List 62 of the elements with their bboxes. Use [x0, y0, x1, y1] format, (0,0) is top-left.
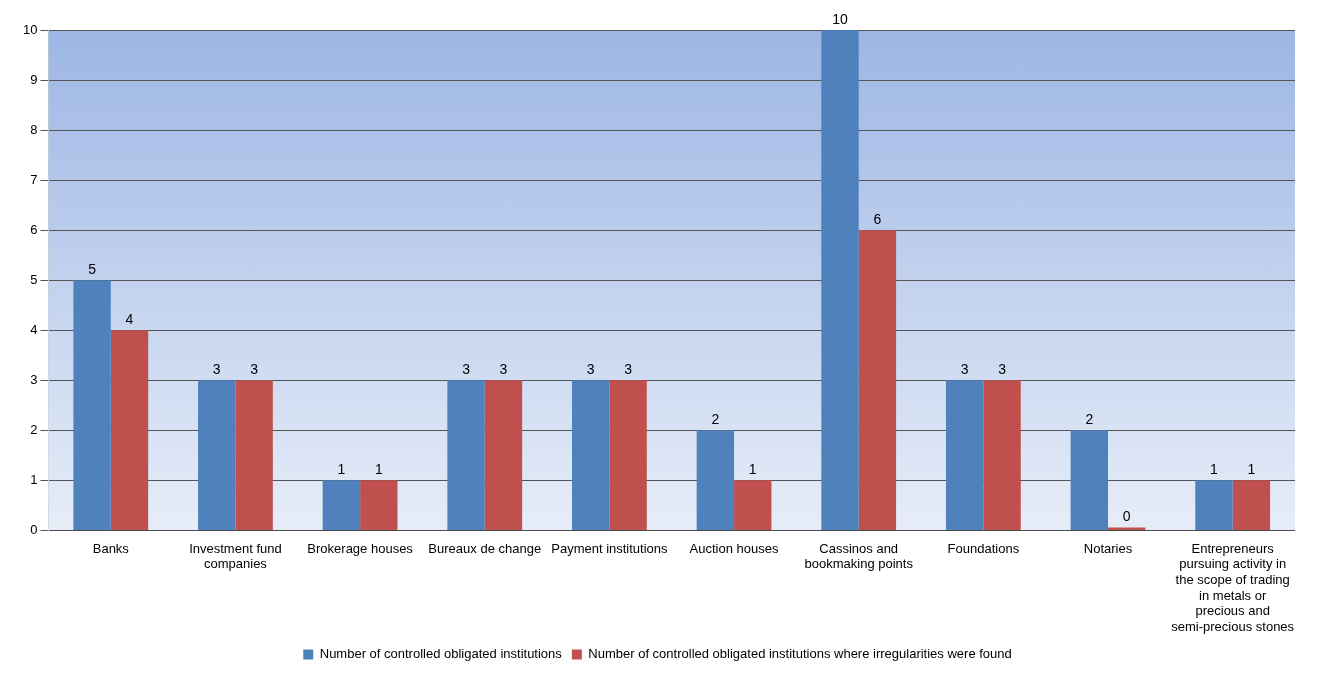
y-tick-label: 0: [30, 521, 38, 537]
bar: [609, 380, 647, 530]
data-label: 6: [873, 211, 882, 228]
data-label: 3: [250, 361, 259, 378]
data-label: 3: [499, 361, 508, 378]
x-tick-label: Auction houses: [689, 540, 779, 556]
y-tick-label: 8: [30, 121, 38, 137]
y-tick-label: 1: [30, 471, 38, 487]
bar: [858, 230, 897, 530]
data-label: 1: [1247, 461, 1256, 478]
x-tick-label: Payment institutions: [551, 540, 669, 556]
x-tick-label: Investment fund companies: [189, 540, 282, 572]
data-label: 1: [1210, 461, 1219, 478]
bar: [983, 380, 1021, 530]
y-tick-label: 5: [30, 271, 38, 287]
bar: [1232, 480, 1271, 530]
data-label: 5: [88, 261, 97, 278]
legend-label: Number of controlled obligated institutions: [319, 646, 563, 662]
y-tick-label: 3: [30, 371, 38, 387]
y-tick-label: 10: [22, 21, 38, 37]
data-label: 3: [624, 361, 633, 378]
data-label: 4: [125, 311, 134, 328]
data-label: 3: [998, 361, 1007, 378]
bar: [572, 380, 610, 530]
bar: [945, 380, 984, 530]
legend-label: Number of controlled obligated institutions where irregularities were found: [588, 646, 1012, 662]
data-label: 3: [960, 361, 969, 378]
data-label: 1: [337, 461, 346, 478]
x-tick-label: Cassinos and bookmaking points: [804, 540, 914, 572]
x-tick-label: Entrepreneurs pursuing activity in the scope of trading in metals or precious and semi-precious stones: [1171, 540, 1295, 634]
bar: [198, 380, 236, 530]
bar: [734, 480, 772, 530]
y-tick-label: 7: [30, 171, 38, 187]
bar: [110, 330, 149, 530]
y-tick-label: 9: [30, 71, 38, 87]
x-tick-label: Banks: [92, 540, 130, 556]
data-label: 10: [832, 10, 849, 27]
data-label: 0: [1122, 508, 1131, 525]
bar: [322, 480, 361, 530]
y-tick-label: 2: [30, 421, 38, 437]
y-tick-label: 4: [30, 321, 38, 337]
x-tick-label: Notaries: [1083, 540, 1133, 556]
bar: [235, 380, 273, 530]
x-tick-label: Bureaux de change: [428, 540, 542, 556]
x-tick-label: Brokerage houses: [307, 540, 414, 556]
bar: [1195, 480, 1233, 530]
data-label: 1: [374, 461, 383, 478]
x-tick-label: Foundations: [947, 540, 1020, 556]
bar: [1070, 430, 1109, 530]
data-label: 2: [1085, 411, 1094, 428]
y-tick-label: 6: [30, 221, 38, 237]
data-label: 3: [586, 361, 595, 378]
bar: [360, 480, 398, 530]
data-label: 1: [748, 461, 757, 478]
data-label: 3: [462, 361, 471, 378]
bar: [821, 30, 859, 530]
bar: [447, 380, 485, 530]
data-label: 2: [711, 411, 720, 428]
bar: [73, 280, 111, 530]
bar: [696, 430, 735, 530]
bar: [484, 380, 523, 530]
data-label: 3: [212, 361, 221, 378]
